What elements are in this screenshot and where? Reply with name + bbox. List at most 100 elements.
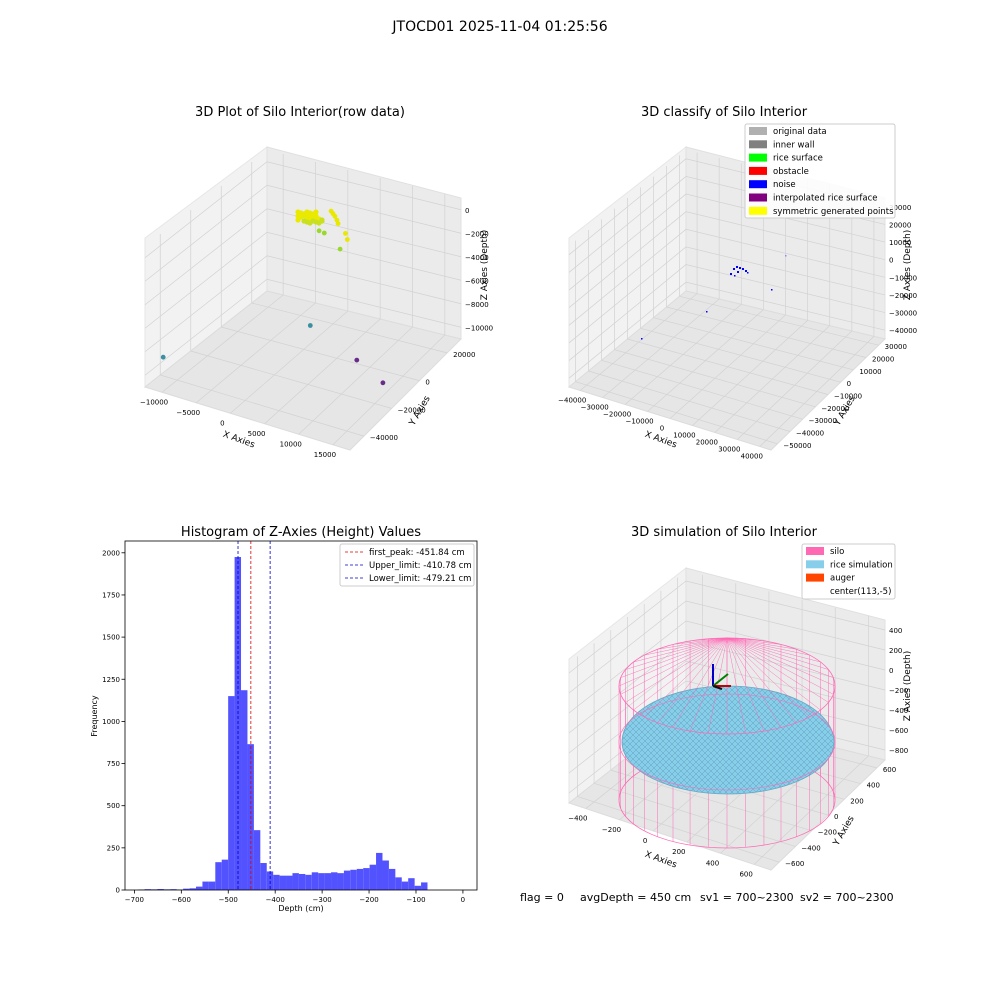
legend-swatch <box>749 193 767 202</box>
histogram-bar <box>408 878 415 890</box>
silo-roof-ray <box>726 637 829 703</box>
z-tick-label: −400 <box>889 707 908 715</box>
legend-swatch <box>806 560 824 569</box>
x-gridline <box>161 294 284 393</box>
legend-label: symmetric generated points <box>773 207 894 217</box>
silo-roof-ray <box>618 637 728 687</box>
y-gridline <box>627 338 829 395</box>
legend-label: auger <box>830 574 855 584</box>
noise-point <box>739 267 741 269</box>
x-tick-label: −200 <box>359 896 378 904</box>
y-gridline <box>666 306 867 358</box>
x-tick-label: −5000 <box>176 409 200 417</box>
histogram-bar <box>318 873 325 890</box>
y-gridline <box>653 317 854 371</box>
z-tick-label: 0 <box>889 257 893 265</box>
histogram-bar <box>401 881 409 890</box>
histogram-bar <box>215 862 222 890</box>
silo-roof-ray <box>726 637 834 695</box>
x-tick-label: 0 <box>643 837 647 845</box>
z-tick-label: 20000 <box>889 221 911 229</box>
y-tick-label: 20000 <box>872 356 894 364</box>
x-tick-label: −300 <box>313 896 332 904</box>
raw-3d-x-ticks: −10000 −5000 0 5000 10000 15000 <box>140 398 336 459</box>
simulation-3d-x-ticks: −400 −200 0 200 400 600 <box>568 815 753 879</box>
raw-data-point <box>295 217 301 223</box>
x-tick-label: 30000 <box>718 446 740 454</box>
x-tick-label: −700 <box>125 896 144 904</box>
y-tick-label: 10000 <box>859 368 881 376</box>
x-tick-label: −200 <box>602 826 621 834</box>
x-tick-label: −20000 <box>603 411 631 419</box>
silo-roof-ray <box>726 637 821 711</box>
x-tick-label: −40000 <box>558 397 586 405</box>
y-gridline <box>190 350 392 409</box>
avg-depth-status: avgDepth = 450 cm <box>580 891 691 904</box>
x-tick-label: −10000 <box>140 398 168 406</box>
silo-roof-ray <box>726 637 797 723</box>
y-tick-label: 250 <box>107 844 120 852</box>
y-gridline <box>601 359 803 420</box>
histogram-x-ticks: −700 −600 −500 −400 −300 −200 −100 0 <box>125 890 465 904</box>
histogram-bar <box>421 882 428 890</box>
y-tick-label: 0 <box>425 379 429 387</box>
y-tick-label: 0 <box>847 380 851 388</box>
x-tick-label: −500 <box>219 896 238 904</box>
histogram-bar <box>331 872 338 890</box>
classify-3d-noise-points <box>641 255 787 340</box>
raw-data-point <box>337 246 343 252</box>
z-tick-label: −30000 <box>889 310 917 318</box>
silo-roof-ray <box>726 637 821 663</box>
y-gridline <box>679 295 879 346</box>
noise-point <box>737 271 739 273</box>
silo-roof-ray <box>726 637 836 687</box>
silo-roof-ray <box>726 637 782 645</box>
raw-3d-z-ticks: −10000 −8000 −6000 −4000 −2000 0 <box>465 207 493 333</box>
noise-point <box>706 311 708 313</box>
x-gridline <box>298 326 413 435</box>
z-gridline <box>144 231 462 329</box>
classify-3d-panel: 3D classify of Silo Interior −40000−3000… <box>558 105 917 461</box>
status-footer: flag = 0 avgDepth = 450 cm sv1 = 700~230… <box>520 891 894 904</box>
x-tick-label: 200 <box>672 848 685 856</box>
silo-roof-ray <box>726 637 829 670</box>
silo-roof-ray <box>644 637 728 656</box>
classify-3d-z-ticks: −40000 −30000 −20000 −10000 0 10000 20000 30000 <box>889 204 917 335</box>
raw-data-point <box>354 357 360 363</box>
legend-label: center(113,-5) <box>830 587 891 597</box>
sv2-status: sv2 = 700~2300 <box>800 891 894 904</box>
legend-swatch <box>806 547 824 555</box>
y-gridline <box>640 327 841 383</box>
classify-3d-gridlines <box>568 152 886 447</box>
y-tick-label: 750 <box>107 760 120 768</box>
classify-3d-z-axis-label: Z Axies (Depth) <box>903 230 913 301</box>
y-tick-label: 0 <box>834 813 838 821</box>
z-gridline <box>568 211 886 308</box>
silo-roof-ray <box>726 637 782 728</box>
histogram-bar <box>260 863 267 890</box>
histogram-bar <box>208 881 216 890</box>
y-tick-label: 30000 <box>885 343 907 351</box>
y-tick-label: −20000 <box>398 406 426 414</box>
noise-point <box>785 255 787 257</box>
silo-roof-ray <box>726 637 810 656</box>
histogram-bar <box>292 873 299 890</box>
x-tick-label: 40000 <box>741 453 763 461</box>
z-gridline <box>568 620 886 714</box>
y-gridline <box>575 381 778 445</box>
x-tick-label: 600 <box>739 870 752 878</box>
y-tick-label: −50000 <box>783 442 811 450</box>
silo-roof-ray <box>657 637 728 723</box>
x-tick-label: 10000 <box>673 432 695 440</box>
z-gridline <box>568 281 886 379</box>
histogram-y-axis-label: Frequency <box>90 695 99 737</box>
z-tick-label: −20000 <box>889 292 917 300</box>
raw-data-point <box>321 230 327 236</box>
raw-data-point <box>319 218 325 224</box>
raw-3d-points <box>160 208 386 386</box>
x-tick-label: 10000 <box>280 440 302 448</box>
histogram-legend-frame <box>339 543 475 587</box>
classify-3d-floor <box>567 290 886 451</box>
z-tick-label: −6000 <box>465 277 489 285</box>
noise-point <box>734 275 736 277</box>
